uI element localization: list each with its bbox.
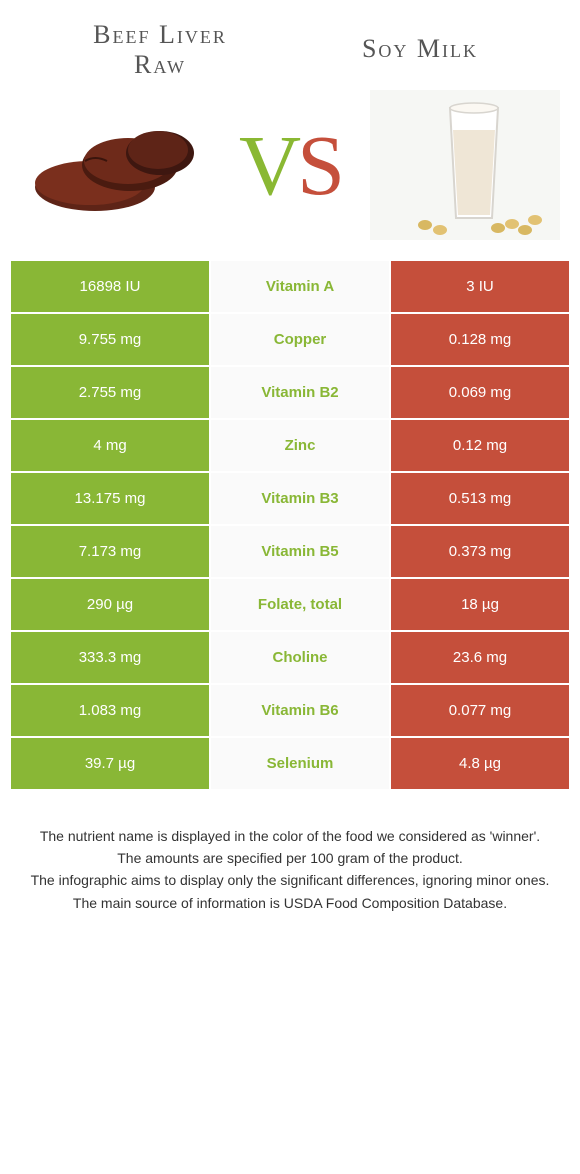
vs-label: VS (239, 122, 341, 208)
footnote-line: The nutrient name is displayed in the co… (30, 826, 550, 846)
nutrient-row: 290 µgFolate, total18 µg (10, 578, 570, 631)
nutrient-name: Vitamin A (210, 260, 390, 313)
nutrient-name: Vitamin B6 (210, 684, 390, 737)
nutrient-row: 4 mgZinc0.12 mg (10, 419, 570, 472)
nutrient-row: 13.175 mgVitamin B30.513 mg (10, 472, 570, 525)
nutrient-row: 1.083 mgVitamin B60.077 mg (10, 684, 570, 737)
soy-milk-icon (370, 90, 560, 240)
nutrient-row: 9.755 mgCopper0.128 mg (10, 313, 570, 366)
right-value: 4.8 µg (390, 737, 570, 790)
nutrient-name: Copper (210, 313, 390, 366)
left-food-image (20, 90, 210, 240)
nutrient-row: 39.7 µgSelenium4.8 µg (10, 737, 570, 790)
footnotes: The nutrient name is displayed in the co… (30, 826, 550, 913)
nutrient-name: Vitamin B5 (210, 525, 390, 578)
nutrient-name: Vitamin B2 (210, 366, 390, 419)
right-value: 0.12 mg (390, 419, 570, 472)
nutrient-name: Selenium (210, 737, 390, 790)
right-value: 0.373 mg (390, 525, 570, 578)
nutrient-name: Folate, total (210, 578, 390, 631)
left-value: 39.7 µg (10, 737, 210, 790)
left-food-title: Beef Liver Raw (43, 20, 277, 80)
left-value: 290 µg (10, 578, 210, 631)
left-title-line2: Raw (134, 50, 186, 79)
nutrient-row: 7.173 mgVitamin B50.373 mg (10, 525, 570, 578)
footnote-line: The amounts are specified per 100 gram o… (30, 848, 550, 868)
infographic: Beef Liver Raw Soy Milk VS (0, 0, 580, 913)
vs-v: V (239, 117, 297, 213)
nutrient-name: Vitamin B3 (210, 472, 390, 525)
left-value: 16898 IU (10, 260, 210, 313)
vs-s: S (297, 117, 341, 213)
left-title-line1: Beef Liver (93, 20, 227, 49)
right-food-image (370, 90, 560, 240)
right-value: 23.6 mg (390, 631, 570, 684)
nutrient-row: 333.3 mgCholine23.6 mg (10, 631, 570, 684)
right-value: 3 IU (390, 260, 570, 313)
left-value: 9.755 mg (10, 313, 210, 366)
right-value: 0.513 mg (390, 472, 570, 525)
left-value: 333.3 mg (10, 631, 210, 684)
nutrient-row: 2.755 mgVitamin B20.069 mg (10, 366, 570, 419)
header-titles: Beef Liver Raw Soy Milk (0, 0, 580, 80)
left-value: 7.173 mg (10, 525, 210, 578)
nutrient-row: 16898 IUVitamin A3 IU (10, 260, 570, 313)
nutrient-name: Zinc (210, 419, 390, 472)
footnote-line: The infographic aims to display only the… (30, 870, 550, 890)
nutrient-name: Choline (210, 631, 390, 684)
right-value: 0.069 mg (390, 366, 570, 419)
nutrient-table: 16898 IUVitamin A3 IU9.755 mgCopper0.128… (10, 260, 570, 790)
left-value: 1.083 mg (10, 684, 210, 737)
left-value: 13.175 mg (10, 472, 210, 525)
right-value: 0.128 mg (390, 313, 570, 366)
right-value: 18 µg (390, 578, 570, 631)
footnote-line: The main source of information is USDA F… (30, 893, 550, 913)
beef-liver-icon (20, 105, 210, 225)
right-food-title: Soy Milk (303, 20, 537, 64)
right-value: 0.077 mg (390, 684, 570, 737)
left-value: 2.755 mg (10, 366, 210, 419)
header-images: VS (0, 80, 580, 260)
left-value: 4 mg (10, 419, 210, 472)
